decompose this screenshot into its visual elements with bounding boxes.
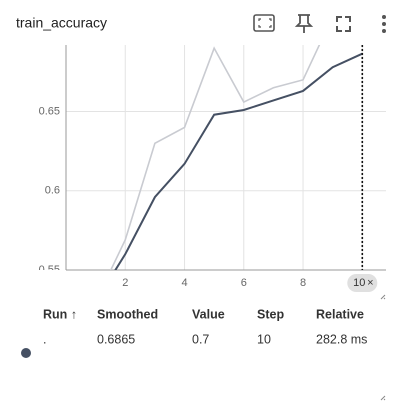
table-cell: 0.6865 <box>97 332 135 346</box>
x-tick-label: 6 <box>241 277 247 289</box>
column-header: Step <box>257 307 284 321</box>
x-tick-label: 2 <box>122 277 128 289</box>
menu-icon[interactable] <box>382 15 386 33</box>
series-line <box>114 52 363 270</box>
step-badge-label: 10 <box>353 277 365 289</box>
y-tick-label: 0.6 <box>45 185 60 197</box>
x-tick-label: 4 <box>181 277 187 289</box>
fullscreen-icon[interactable] <box>336 16 351 32</box>
fit-icon[interactable] <box>253 14 275 32</box>
y-tick-label: 0.65 <box>39 105 60 117</box>
column-header: Run ↑ <box>43 307 77 321</box>
column-header: Relative <box>316 307 364 321</box>
table-cell: 282.8 ms <box>316 332 367 346</box>
card-title: train_accuracy <box>16 15 107 31</box>
column-header: Smoothed <box>97 307 158 321</box>
step-badge-close[interactable]: × <box>367 277 373 289</box>
x-tick-label: 8 <box>300 277 306 289</box>
resize-handle[interactable] <box>380 395 386 401</box>
table-cell: . <box>43 332 46 346</box>
table-cell: 0.7 <box>192 332 209 346</box>
y-tick-label: 0.55 <box>39 264 60 276</box>
table-cell: 10 <box>257 332 271 346</box>
run-color-dot <box>21 348 31 358</box>
step-badge <box>347 274 378 292</box>
pin-icon[interactable] <box>294 14 314 33</box>
resize-handle[interactable] <box>380 294 386 300</box>
column-header: Value <box>192 307 225 321</box>
series-line <box>109 45 321 270</box>
